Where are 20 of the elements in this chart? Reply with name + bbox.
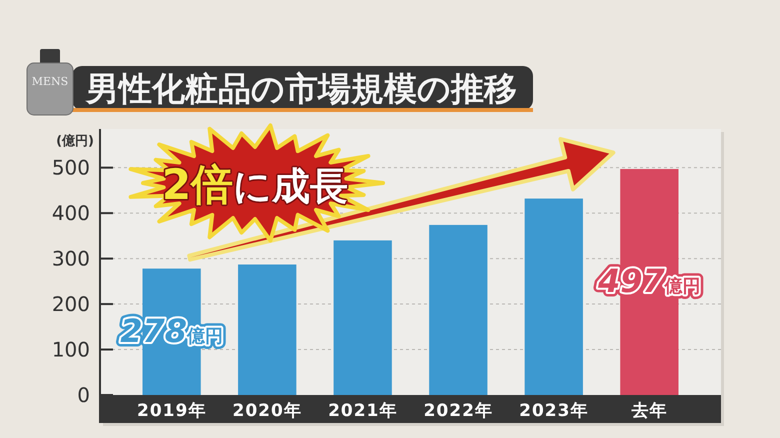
bar <box>524 198 583 395</box>
x-tick-label: 2020年 <box>232 401 302 421</box>
y-tick-label: 400 <box>52 201 90 226</box>
y-tick-label: 200 <box>52 292 90 316</box>
y-tick-label: 500 <box>52 156 90 180</box>
y-axis-title: (億円) <box>56 133 94 149</box>
y-tick-label: 100 <box>52 338 90 362</box>
x-tick-label: 2022年 <box>424 401 493 421</box>
bar <box>429 224 488 395</box>
bar <box>334 240 392 395</box>
text: MENS <box>32 75 68 88</box>
y-tick-label: 0 <box>77 383 90 407</box>
chart-title: 男性化粧品の市場規模の推移 <box>85 69 517 108</box>
annotation: 2倍に成長 <box>162 160 348 209</box>
x-tick-label: 2023年 <box>519 401 588 421</box>
y-tick-label: 300 <box>52 246 90 271</box>
x-tick-label: 2019年 <box>136 401 206 421</box>
x-tick-label: 2021年 <box>328 401 398 421</box>
bar <box>238 264 296 395</box>
x-tick-label: 去年 <box>630 401 668 421</box>
